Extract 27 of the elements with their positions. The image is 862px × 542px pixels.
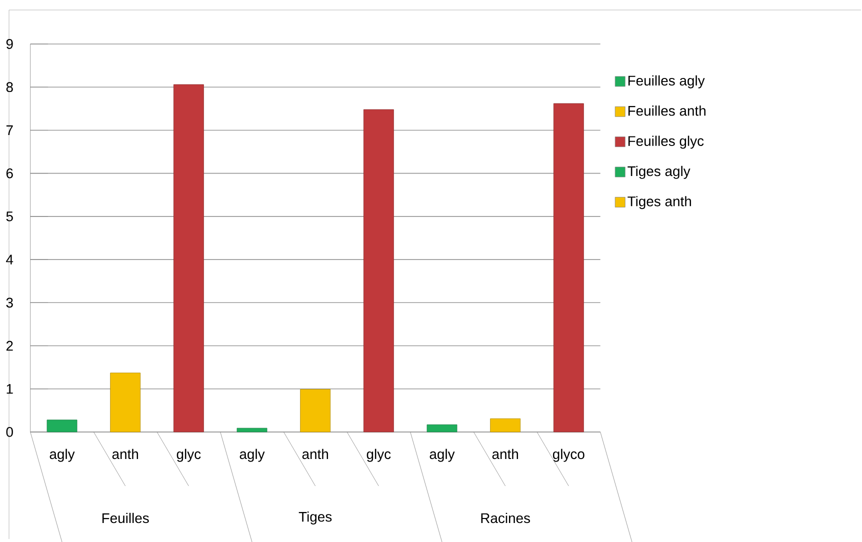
y-tick-label: 3 <box>6 298 13 308</box>
text: Feuilles <box>102 512 149 524</box>
x-tick-label: agly <box>240 448 265 462</box>
x-tick-label: anth <box>112 448 138 459</box>
y-tick-label: 4 <box>6 254 14 264</box>
y-tick-label: 2 <box>6 340 13 351</box>
x-tick-label: agly <box>50 448 75 462</box>
legend-label: Feuilles agly <box>628 75 705 88</box>
y-tick-label: 8 <box>6 82 13 92</box>
x-tick-label: anth <box>302 448 328 459</box>
y-tick-label: 0 <box>6 426 13 437</box>
legend-label: Tiges anth <box>628 196 691 209</box>
legend-label: Feuilles anth <box>628 105 706 116</box>
y-tick-label: 7 <box>6 125 13 135</box>
text: Racines <box>481 512 530 524</box>
x-tick-label: glyc <box>366 448 391 462</box>
y-tick-label: 9 <box>6 38 13 49</box>
x-tick-label: glyc <box>176 448 201 462</box>
x-tick-label: anth <box>492 448 518 459</box>
y-tick-label: 5 <box>6 211 13 222</box>
y-tick-label: 1 <box>6 384 13 394</box>
x-tick-label: agly <box>430 448 455 462</box>
x-tick-label: glyco <box>552 448 584 462</box>
text: Tiges <box>298 511 332 524</box>
legend-label: Tiges agly <box>628 166 690 179</box>
y-tick-label: 6 <box>6 168 13 178</box>
legend-label: Feuilles glyc <box>628 136 704 149</box>
